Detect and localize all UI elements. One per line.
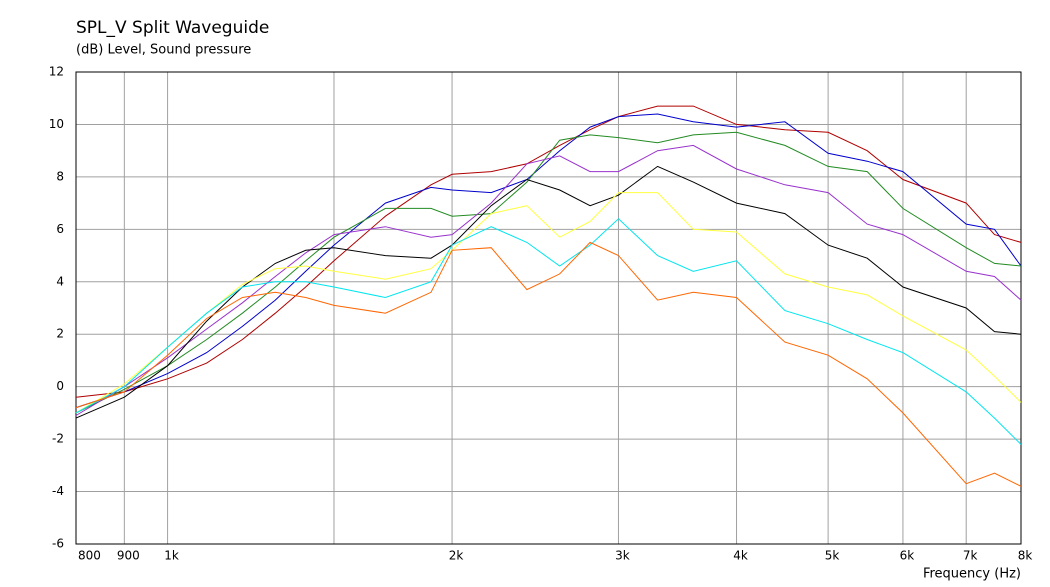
y-tick-label: 12 bbox=[49, 65, 64, 79]
series-line bbox=[75, 192, 1022, 414]
y-tick-label: -4 bbox=[52, 484, 64, 498]
chart-title: SPL_V Split Waveguide bbox=[76, 18, 269, 38]
x-axis-label: Frequency (Hz) bbox=[923, 567, 1021, 582]
x-tick-label: 4k bbox=[733, 549, 748, 563]
series-line bbox=[75, 144, 1022, 416]
y-tick-label: 0 bbox=[56, 379, 64, 393]
y-tick-label: 6 bbox=[56, 222, 64, 236]
plot-frame bbox=[75, 71, 1022, 545]
series-line bbox=[75, 218, 1022, 445]
chart-subtitle: (dB) Level, Sound pressure bbox=[76, 43, 251, 58]
x-tick-label: 7k bbox=[963, 549, 978, 563]
x-tick-label: 800 bbox=[78, 549, 101, 563]
x-tick-label: 3k bbox=[615, 549, 630, 563]
x-tick-label: 1k bbox=[164, 549, 179, 563]
x-tick-label: 900 bbox=[117, 549, 140, 563]
y-tick-label: 8 bbox=[56, 169, 64, 183]
x-tick-label: 2k bbox=[449, 549, 464, 563]
y-tick-label: 2 bbox=[56, 327, 64, 341]
x-tick-label: 6k bbox=[900, 549, 915, 563]
y-tick-label: -6 bbox=[52, 537, 64, 551]
series-line bbox=[75, 105, 1022, 398]
series-line bbox=[75, 131, 1022, 414]
series-line bbox=[75, 165, 1022, 419]
series-line bbox=[75, 241, 1022, 487]
x-tick-label: 8k bbox=[1018, 549, 1033, 563]
series-line bbox=[75, 113, 1022, 409]
y-tick-label: 10 bbox=[49, 117, 64, 131]
y-tick-label: -2 bbox=[52, 432, 64, 446]
x-tick-label: 5k bbox=[825, 549, 840, 563]
y-tick-label: 4 bbox=[56, 274, 64, 288]
